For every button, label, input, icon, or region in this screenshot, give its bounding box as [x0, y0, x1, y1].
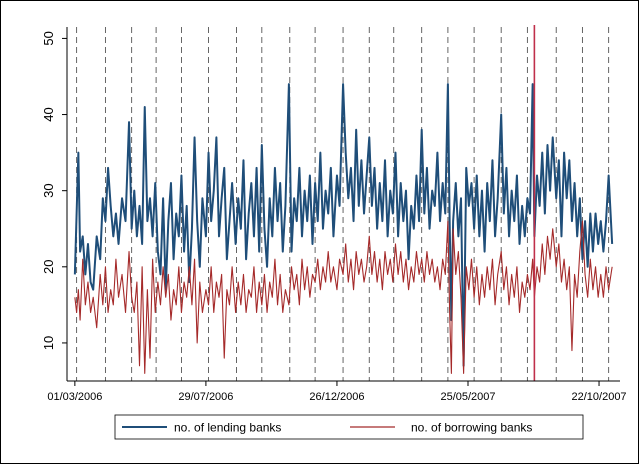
y-tick-label: 50: [41, 31, 56, 45]
axes: 10 20 30 40 50 01/03/2006 29/07/2006 26/12/2006…: [41, 27, 627, 403]
legend-label-lending: no. of lending banks: [174, 421, 281, 435]
x-tick-label: 26/12/2006: [309, 391, 364, 403]
y-tick-label: 10: [41, 336, 56, 350]
x-tick-label: 29/07/2006: [178, 391, 233, 403]
x-tick-label: 22/10/2007: [572, 391, 627, 403]
legend-box: [114, 414, 584, 440]
y-tick-label: 30: [41, 183, 56, 197]
vertical-dashed-lines: [76, 27, 610, 381]
legend-label-borrowing: no. of borrowing banks: [411, 421, 532, 435]
series-line-lending-banks: [73, 83, 614, 367]
y-tick-label: 20: [41, 260, 56, 274]
y-tick-label: 40: [41, 107, 56, 121]
legend: no. of lending banks no. of borrowing ba…: [114, 414, 584, 440]
series-layer: [73, 83, 614, 374]
series-line-borrowing-banks: [74, 220, 613, 374]
x-tick-label: 01/03/2006: [47, 391, 102, 403]
x-tick-label: 25/05/2007: [440, 391, 495, 403]
